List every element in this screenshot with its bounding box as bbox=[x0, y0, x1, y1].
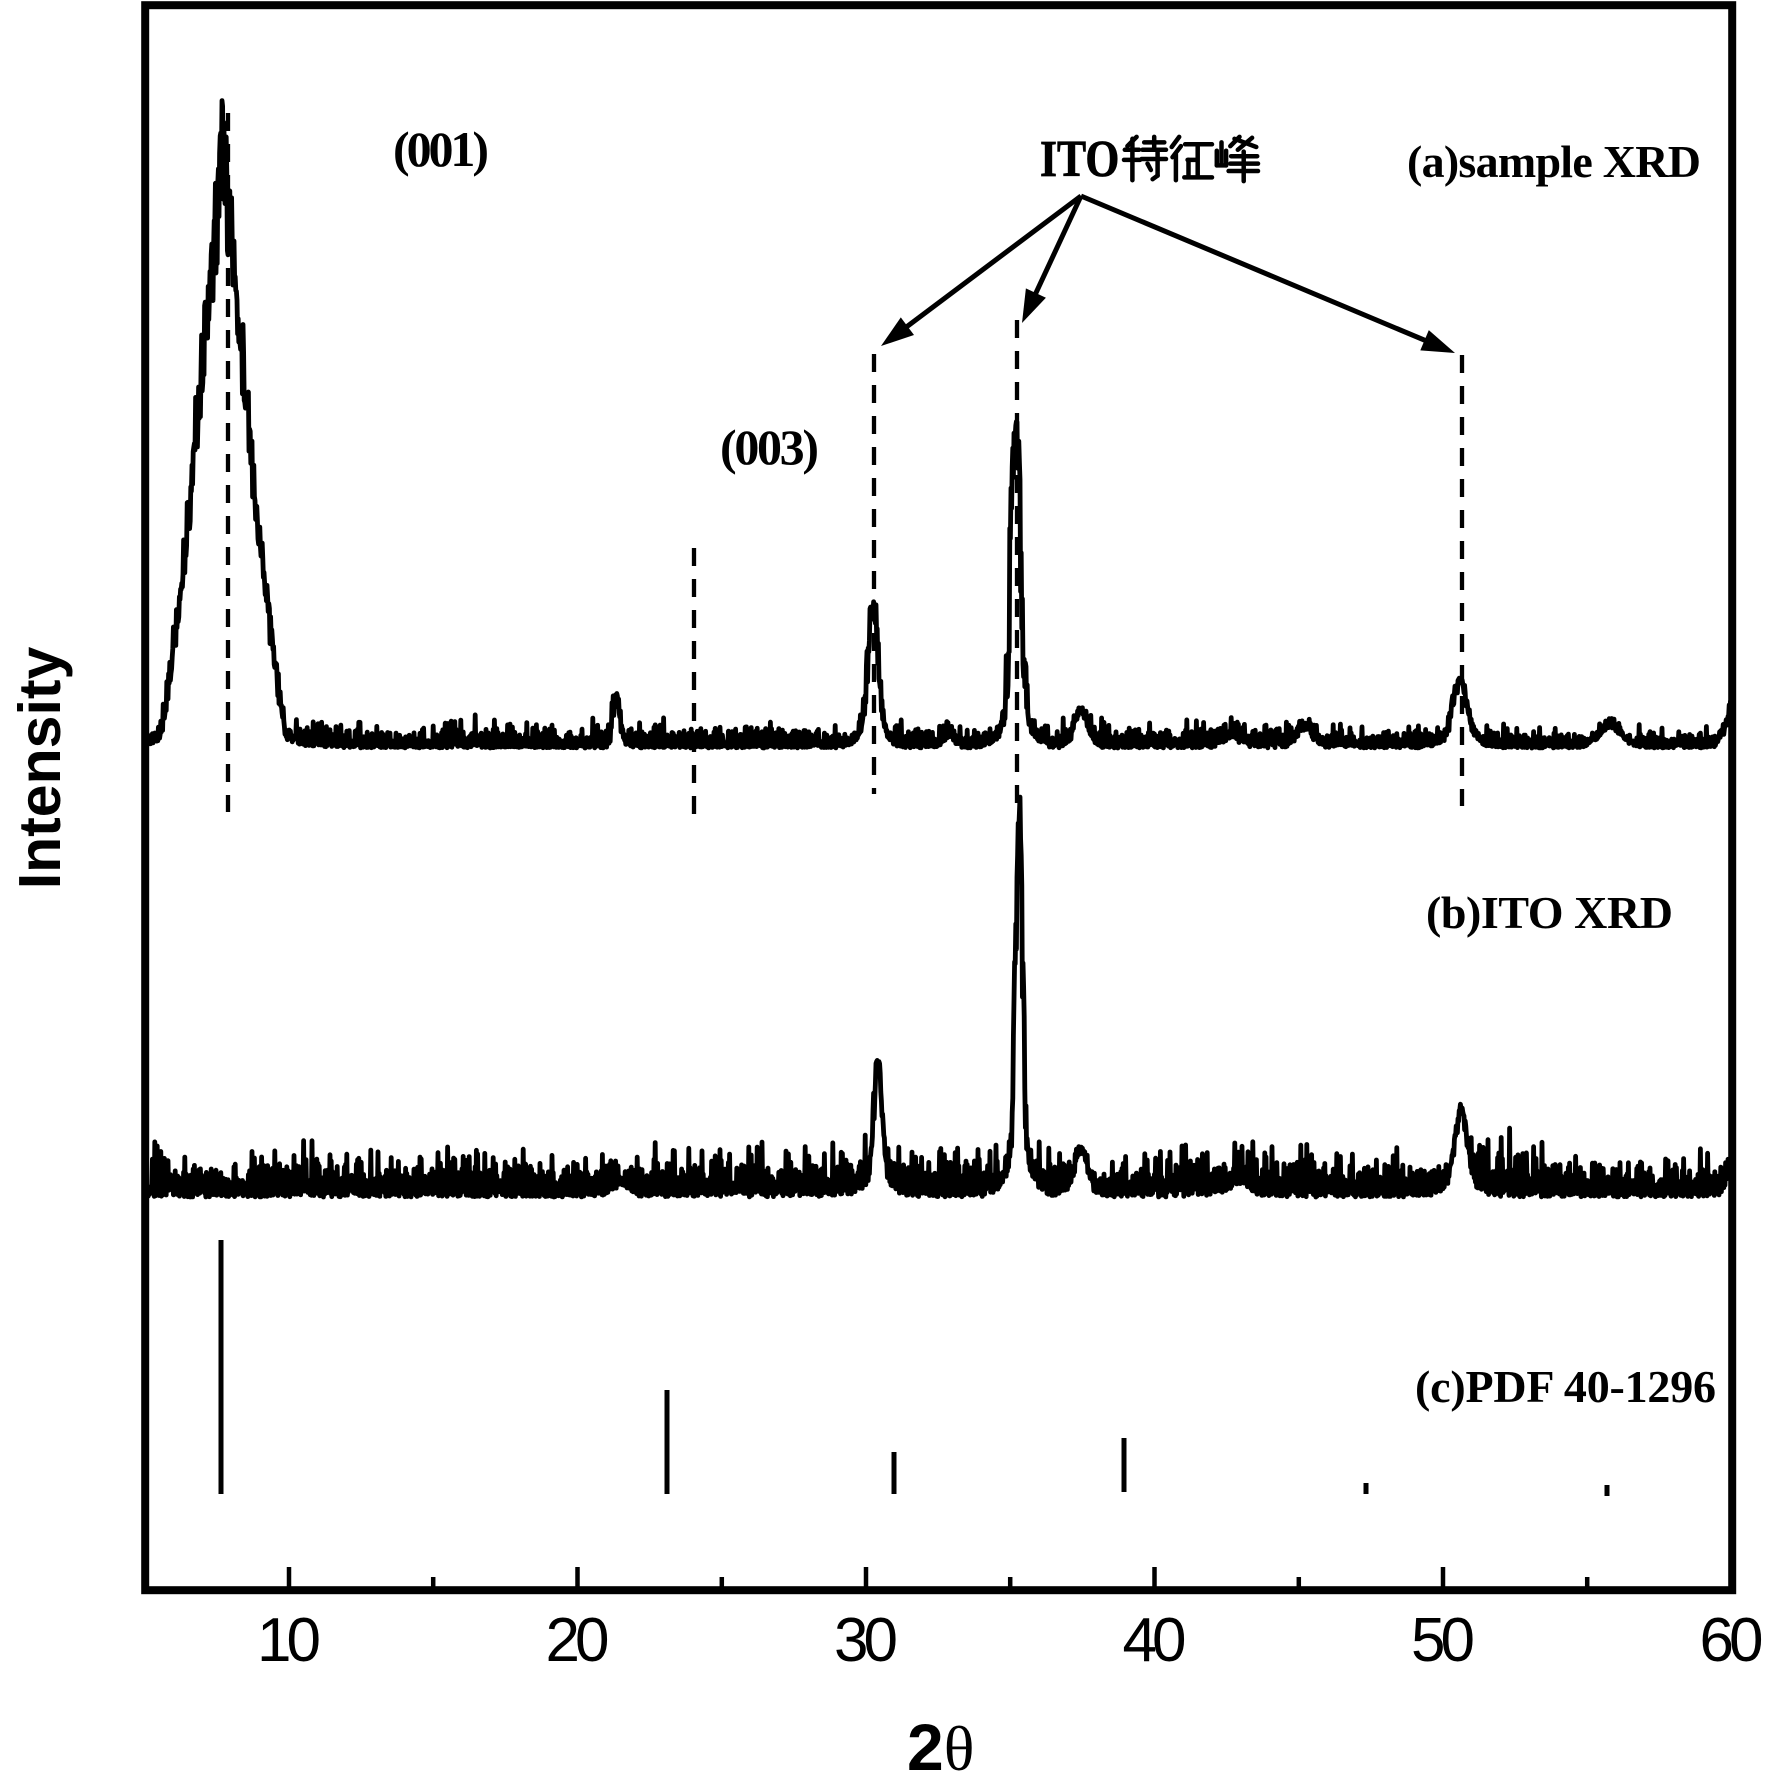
svg-text:20: 20 bbox=[546, 1606, 610, 1675]
svg-text:2θ: 2θ bbox=[907, 1710, 974, 1781]
svg-text:(c)PDF 40-1296: (c)PDF 40-1296 bbox=[1415, 1361, 1716, 1412]
svg-text:(a)sample XRD: (a)sample XRD bbox=[1407, 136, 1701, 187]
svg-text:40: 40 bbox=[1123, 1606, 1187, 1675]
svg-text:60: 60 bbox=[1700, 1606, 1764, 1675]
svg-text:ITO: ITO bbox=[1040, 131, 1119, 188]
svg-text:(003): (003) bbox=[720, 419, 819, 475]
svg-text:(b)ITO XRD: (b)ITO XRD bbox=[1426, 887, 1673, 938]
svg-text:10: 10 bbox=[257, 1606, 321, 1675]
svg-text:50: 50 bbox=[1411, 1606, 1475, 1675]
svg-text:(001): (001) bbox=[393, 121, 489, 177]
svg-text:30: 30 bbox=[834, 1606, 898, 1675]
svg-text:Intensity: Intensity bbox=[7, 647, 73, 890]
